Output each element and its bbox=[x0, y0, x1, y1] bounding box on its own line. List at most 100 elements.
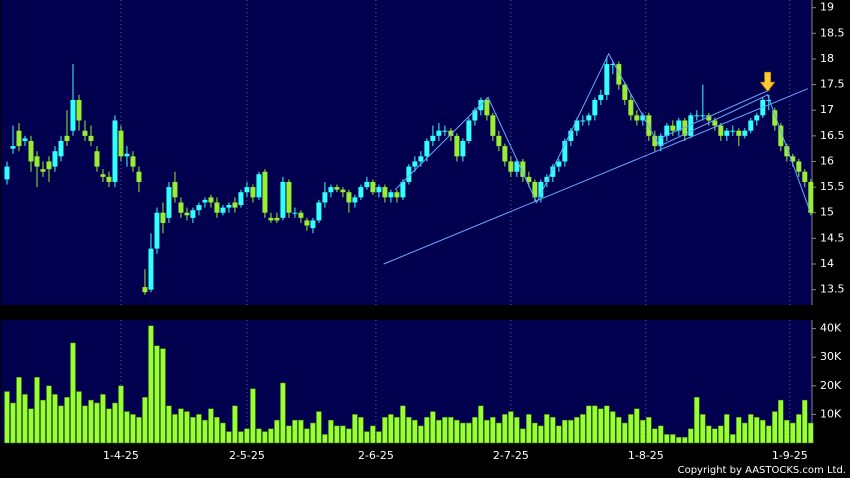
candle-body bbox=[574, 120, 580, 131]
candle-body bbox=[118, 130, 124, 157]
candle-body bbox=[4, 166, 10, 180]
candle-body bbox=[358, 187, 364, 198]
y-tick-label: 17.5 bbox=[820, 78, 845, 91]
volume-bar bbox=[250, 388, 256, 444]
candle-body bbox=[484, 99, 490, 116]
volume-bar bbox=[322, 434, 328, 444]
volume-bar bbox=[712, 428, 718, 444]
candle-body bbox=[220, 207, 226, 213]
volume-bar bbox=[634, 408, 640, 444]
candle-body bbox=[532, 181, 538, 198]
volume-bar bbox=[52, 394, 58, 444]
candle-body bbox=[628, 99, 634, 116]
candle-body bbox=[298, 212, 304, 218]
volume-bar bbox=[112, 402, 118, 444]
candle-body bbox=[394, 192, 400, 198]
volume-bar bbox=[382, 417, 388, 444]
volume-bar bbox=[670, 434, 676, 444]
candle-body bbox=[604, 64, 610, 95]
candle-body bbox=[736, 130, 742, 136]
candle-body bbox=[556, 161, 562, 167]
x-tick-label: 2-5-25 bbox=[229, 449, 265, 462]
volume-bar bbox=[82, 405, 88, 444]
candle-body bbox=[796, 161, 802, 172]
candle-body bbox=[352, 197, 358, 203]
volume-bar bbox=[760, 419, 766, 444]
volume-bar bbox=[196, 414, 202, 444]
candle-body bbox=[262, 171, 268, 213]
volume-bar bbox=[280, 382, 286, 444]
volume-bar bbox=[214, 417, 220, 444]
volume-bar bbox=[298, 419, 304, 444]
volume-bar bbox=[586, 405, 592, 444]
volume-bar bbox=[802, 399, 808, 444]
candle-body bbox=[376, 187, 382, 193]
trend-line bbox=[659, 89, 771, 139]
candle-body bbox=[64, 135, 70, 141]
volume-bar bbox=[232, 405, 238, 444]
volume-bar bbox=[514, 417, 520, 444]
candle-body bbox=[454, 135, 460, 157]
y-tick-label: 17 bbox=[820, 103, 834, 116]
candle-body bbox=[418, 156, 424, 162]
candle-body bbox=[142, 287, 148, 293]
volume-bar bbox=[64, 396, 70, 444]
volume-bar bbox=[154, 345, 160, 444]
volume-bar bbox=[346, 428, 352, 444]
volume-bar bbox=[100, 394, 106, 444]
candle-body bbox=[730, 130, 736, 132]
volume-bar bbox=[484, 419, 490, 444]
volume-bar bbox=[160, 348, 166, 444]
y-tick-label: 13.5 bbox=[820, 283, 845, 296]
candle-body bbox=[670, 125, 676, 131]
candle-body bbox=[514, 161, 520, 172]
volume-bar bbox=[622, 422, 628, 444]
candle-body bbox=[232, 202, 238, 208]
candle-body bbox=[196, 205, 202, 211]
candle-body bbox=[442, 130, 448, 132]
volume-bar bbox=[562, 419, 568, 444]
candle-body bbox=[772, 110, 778, 126]
y-tick-label: 20K bbox=[820, 379, 842, 392]
candle-body bbox=[322, 192, 328, 203]
candle-body bbox=[466, 120, 472, 141]
volume-bar bbox=[406, 417, 412, 444]
candle-body bbox=[784, 146, 790, 157]
volume-bar bbox=[658, 425, 664, 444]
candle-body bbox=[586, 115, 592, 121]
candle-body bbox=[178, 202, 184, 213]
candle-body bbox=[286, 181, 292, 213]
candle-body bbox=[52, 151, 58, 167]
volume-bar bbox=[208, 408, 214, 444]
volume-bar bbox=[394, 417, 400, 444]
candle-body bbox=[190, 210, 196, 218]
volume-bar bbox=[544, 414, 550, 444]
candle-body bbox=[100, 174, 106, 177]
candle-body bbox=[790, 156, 796, 162]
volume-bar bbox=[502, 414, 508, 444]
candle-body bbox=[274, 217, 280, 221]
candle-body bbox=[184, 212, 190, 216]
candle-body bbox=[568, 130, 574, 141]
volume-bar bbox=[616, 417, 622, 444]
volume-bar bbox=[742, 422, 748, 444]
candle-body bbox=[802, 171, 808, 182]
volume-bar bbox=[106, 408, 112, 444]
candle-body bbox=[244, 187, 250, 193]
volume-bar bbox=[190, 417, 196, 444]
volume-bar bbox=[460, 422, 466, 444]
volume-bar bbox=[628, 414, 634, 444]
volume-bar bbox=[490, 417, 496, 444]
y-tick-label: 40K bbox=[820, 322, 842, 335]
volume-bar bbox=[664, 434, 670, 444]
volume-bar bbox=[688, 428, 694, 444]
volume-bar bbox=[148, 325, 154, 444]
volume-bar bbox=[124, 411, 130, 444]
candle-body bbox=[406, 166, 412, 182]
volume-bar bbox=[748, 414, 754, 444]
volume-bar bbox=[610, 411, 616, 444]
candle-body bbox=[526, 176, 532, 182]
candle-body bbox=[472, 110, 478, 121]
volume-bar bbox=[604, 405, 610, 444]
